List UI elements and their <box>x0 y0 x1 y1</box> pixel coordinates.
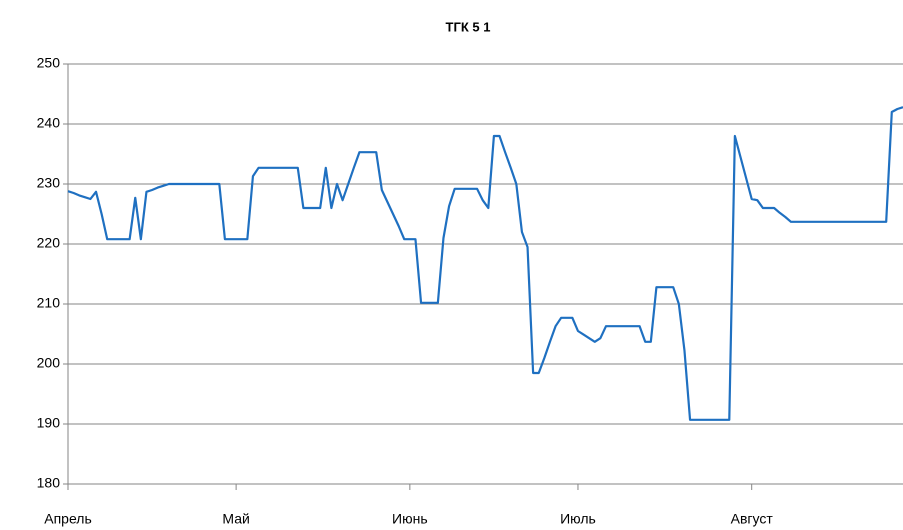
y-tick-label: 200 <box>37 355 61 371</box>
y-tick-label: 220 <box>37 235 61 251</box>
x-tick-label: Апрель <box>44 511 92 527</box>
x-tick-label: Июнь <box>392 511 428 527</box>
y-tick-label: 250 <box>37 55 61 71</box>
series-line <box>67 106 903 421</box>
y-tick-label: 230 <box>37 175 61 191</box>
y-tick-label: 240 <box>37 115 61 131</box>
chart-title: ТГК 5 1 <box>446 19 491 34</box>
x-tick-label: Август <box>731 511 774 527</box>
x-tick-label: Июль <box>560 511 596 527</box>
y-tick-label: 180 <box>37 475 61 491</box>
y-tick-label: 190 <box>37 415 61 431</box>
x-tick-label: Май <box>222 511 249 527</box>
y-tick-label: 210 <box>37 295 61 311</box>
